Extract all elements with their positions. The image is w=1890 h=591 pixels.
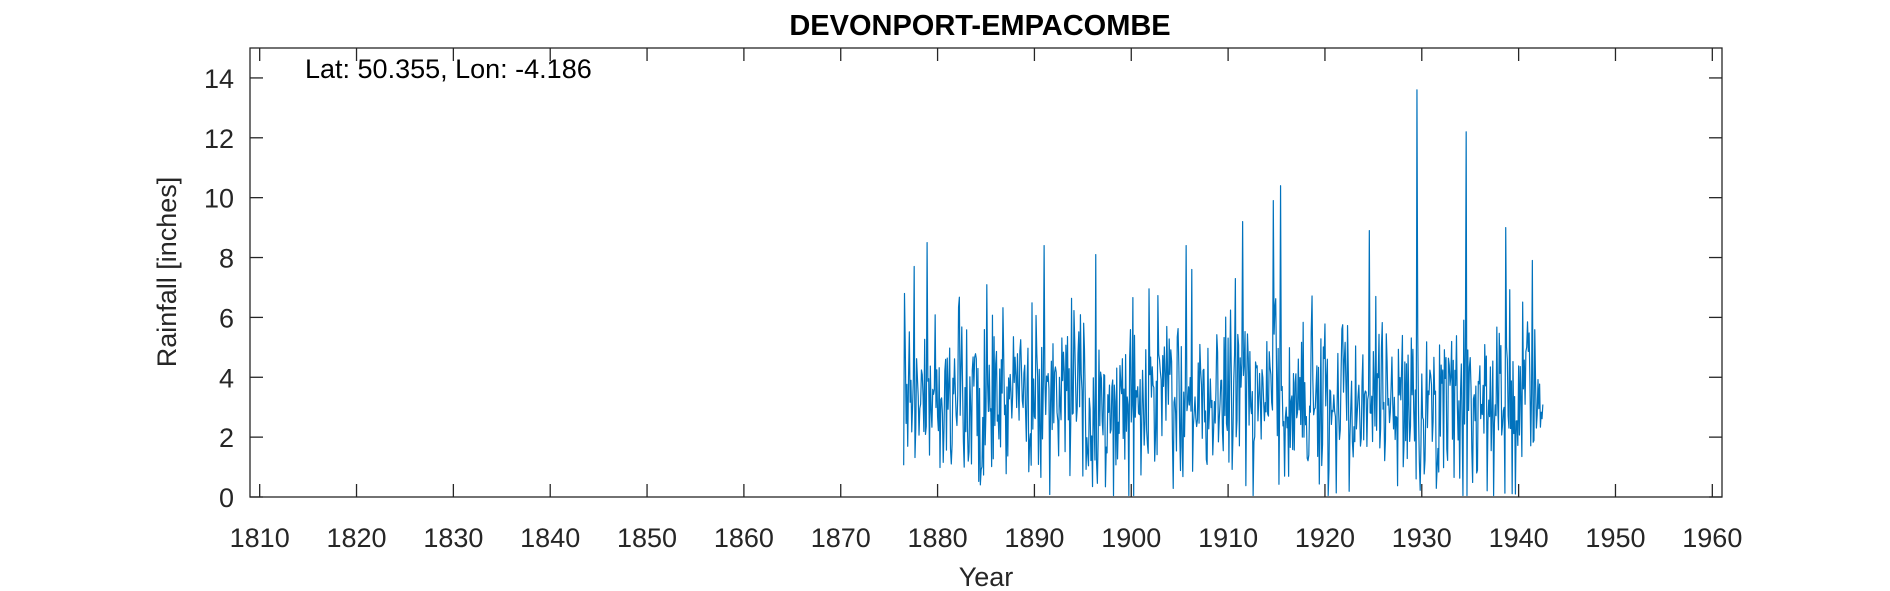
x-tick-label: 1830: [423, 523, 483, 553]
y-tick-label: 6: [219, 303, 234, 333]
x-tick-label: 1960: [1682, 523, 1742, 553]
x-tick-label: 1900: [1101, 523, 1161, 553]
x-axis-label: Year: [959, 562, 1014, 591]
axis-ticks: [250, 48, 1722, 498]
x-tick-label: 1920: [1295, 523, 1355, 553]
x-tick-label: 1840: [520, 523, 580, 553]
tick-labels: 1810 1820 1830 1840 1850 1860 1870 1880 1890 1900…: [204, 64, 1742, 553]
y-axis-label: Rainfall [inches]: [152, 177, 182, 368]
x-tick-label: 1910: [1198, 523, 1258, 553]
y-tick-label: 4: [219, 363, 234, 393]
x-tick-label: 1880: [908, 523, 968, 553]
x-tick-label: 1870: [811, 523, 871, 553]
x-tick-label: 1810: [230, 523, 290, 553]
y-tick-label: 12: [204, 124, 234, 154]
chart-title: DEVONPORT-EMPACOMBE: [789, 10, 1170, 42]
x-tick-label: 1930: [1392, 523, 1452, 553]
y-tick-label: 2: [219, 423, 234, 453]
y-tick-label: 8: [219, 244, 234, 274]
y-tick-label: 10: [204, 184, 234, 214]
x-tick-label: 1860: [714, 523, 774, 553]
x-tick-label: 1820: [326, 523, 386, 553]
x-tick-label: 1940: [1489, 523, 1549, 553]
x-tick-label: 1850: [617, 523, 677, 553]
location-annotation: Lat: 50.355, Lon: -4.186: [305, 54, 592, 84]
y-tick-label: 14: [204, 64, 234, 94]
x-tick-label: 1950: [1585, 523, 1645, 553]
y-tick-label: 0: [219, 483, 234, 513]
x-tick-label: 1890: [1004, 523, 1064, 553]
rainfall-series-line: [903, 89, 1544, 497]
